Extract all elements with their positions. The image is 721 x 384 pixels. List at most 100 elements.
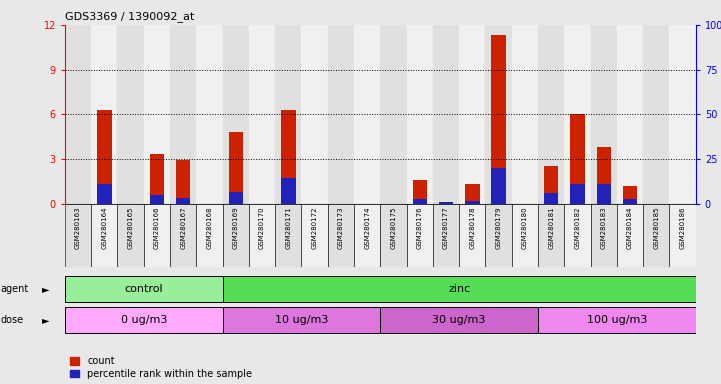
Bar [328, 204, 354, 267]
Bar [617, 25, 643, 204]
Text: GSM280170: GSM280170 [259, 207, 265, 249]
Bar [223, 204, 249, 267]
Legend: count, percentile rank within the sample: count, percentile rank within the sample [70, 356, 252, 379]
Bar [596, 184, 611, 204]
Bar [281, 178, 296, 204]
Bar [590, 25, 617, 204]
Bar [223, 25, 249, 204]
Text: 100 ug/m3: 100 ug/m3 [587, 314, 647, 325]
Bar [301, 204, 328, 267]
Bar [512, 204, 538, 267]
Bar [301, 25, 328, 204]
Bar [570, 114, 585, 204]
Text: GDS3369 / 1390092_at: GDS3369 / 1390092_at [65, 12, 194, 22]
Bar [643, 204, 670, 267]
Bar [176, 161, 190, 204]
Bar [91, 204, 118, 267]
Bar [223, 276, 696, 302]
Bar [354, 204, 381, 267]
Text: GSM280173: GSM280173 [338, 207, 344, 249]
Bar [538, 25, 565, 204]
Bar [249, 204, 275, 267]
Text: 10 ug/m3: 10 ug/m3 [275, 314, 328, 325]
Bar [623, 186, 637, 204]
Bar [407, 204, 433, 267]
Bar [670, 204, 696, 267]
Bar [249, 25, 275, 204]
Bar [118, 25, 143, 204]
Bar [275, 204, 301, 267]
Text: GSM280163: GSM280163 [75, 207, 81, 249]
Text: agent: agent [1, 284, 29, 294]
Text: GSM280185: GSM280185 [653, 207, 659, 249]
Bar [229, 192, 243, 204]
Bar [565, 25, 590, 204]
Bar [97, 110, 112, 204]
Bar [196, 204, 223, 267]
Text: GSM280181: GSM280181 [548, 207, 554, 249]
Bar [459, 204, 485, 267]
Text: GSM280171: GSM280171 [286, 207, 291, 249]
Text: GSM280166: GSM280166 [154, 207, 160, 249]
Bar [485, 25, 512, 204]
Text: GSM280176: GSM280176 [417, 207, 423, 249]
Bar [143, 25, 170, 204]
Bar [544, 166, 559, 204]
Bar [381, 25, 407, 204]
Text: ►: ► [42, 314, 49, 325]
Bar [570, 184, 585, 204]
Bar [223, 307, 381, 333]
Bar [538, 307, 696, 333]
Text: GSM280177: GSM280177 [443, 207, 449, 249]
Bar [485, 204, 512, 267]
Text: GSM280172: GSM280172 [311, 207, 318, 249]
Text: GSM280175: GSM280175 [391, 207, 397, 249]
Text: 0 ug/m3: 0 ug/m3 [120, 314, 167, 325]
Text: GSM280174: GSM280174 [364, 207, 370, 249]
Bar [433, 204, 459, 267]
Text: GSM280178: GSM280178 [469, 207, 475, 249]
Bar [439, 202, 454, 204]
Bar [328, 25, 354, 204]
Text: control: control [125, 284, 163, 294]
Text: GSM280184: GSM280184 [627, 207, 633, 249]
Bar [281, 110, 296, 204]
Bar [143, 204, 170, 267]
Bar [544, 193, 559, 204]
Bar [381, 307, 538, 333]
Bar [176, 198, 190, 204]
Bar [65, 307, 223, 333]
Bar [170, 204, 196, 267]
Text: ►: ► [42, 284, 49, 294]
Bar [412, 199, 427, 204]
Bar [381, 204, 407, 267]
Bar [459, 25, 485, 204]
Bar [623, 199, 637, 204]
Bar [565, 204, 590, 267]
Bar [670, 25, 696, 204]
Bar [433, 25, 459, 204]
Bar [492, 35, 506, 204]
Bar [412, 180, 427, 204]
Text: zinc: zinc [448, 284, 470, 294]
Text: GSM280168: GSM280168 [206, 207, 213, 249]
Text: 30 ug/m3: 30 ug/m3 [433, 314, 486, 325]
Bar [354, 25, 381, 204]
Bar [596, 147, 611, 204]
Bar [170, 25, 196, 204]
Text: GSM280165: GSM280165 [128, 207, 133, 249]
Text: GSM280164: GSM280164 [102, 207, 107, 249]
Bar [150, 195, 164, 204]
Bar [65, 276, 223, 302]
Bar [65, 25, 91, 204]
Bar [65, 204, 91, 267]
Text: GSM280179: GSM280179 [495, 207, 502, 249]
Text: GSM280167: GSM280167 [180, 207, 186, 249]
Bar [91, 25, 118, 204]
Text: GSM280182: GSM280182 [575, 207, 580, 249]
Bar [407, 25, 433, 204]
Bar [229, 132, 243, 204]
Bar [538, 204, 565, 267]
Bar [512, 25, 538, 204]
Bar [97, 184, 112, 204]
